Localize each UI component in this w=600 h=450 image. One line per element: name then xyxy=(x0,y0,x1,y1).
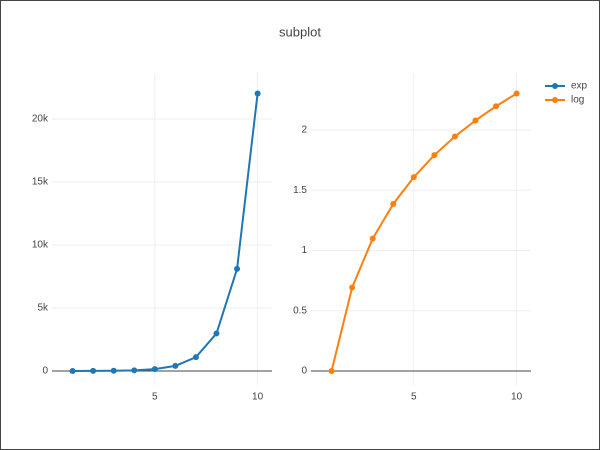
data-point xyxy=(110,367,117,374)
y-tick-label: 2 xyxy=(301,125,307,136)
data-point xyxy=(90,367,97,374)
y-tick-label: 0.5 xyxy=(293,305,307,316)
y-tick-label: 20k xyxy=(32,114,49,125)
data-point xyxy=(328,368,335,375)
data-point xyxy=(131,367,138,374)
x-tick-label: 5 xyxy=(152,392,158,403)
data-point xyxy=(213,330,220,337)
data-point xyxy=(410,174,417,181)
series-line xyxy=(72,93,259,372)
x-tick-label: 10 xyxy=(511,392,523,403)
legend-marker xyxy=(552,83,558,89)
data-point xyxy=(192,354,199,361)
data-point xyxy=(390,200,397,207)
data-point xyxy=(513,90,520,97)
data-point xyxy=(349,284,356,291)
chart-title: subplot xyxy=(279,24,321,39)
x-tick-label: 10 xyxy=(252,392,264,403)
data-point xyxy=(431,152,438,159)
legend-marker xyxy=(552,97,558,103)
y-tick-label: 5k xyxy=(37,303,49,314)
data-point xyxy=(451,133,458,140)
y-tick-label: 15k xyxy=(32,177,49,188)
legend-label: log xyxy=(571,95,584,106)
y-tick-label: 1.5 xyxy=(293,185,307,196)
data-point xyxy=(254,90,261,97)
data-point xyxy=(472,117,479,124)
data-point xyxy=(369,235,376,242)
data-point xyxy=(234,265,241,272)
y-tick-label: 0 xyxy=(301,366,307,377)
y-tick-label: 0 xyxy=(42,366,48,377)
data-point xyxy=(493,103,500,110)
y-tick-label: 1 xyxy=(301,245,307,256)
x-tick-label: 5 xyxy=(411,392,417,403)
legend-label: exp xyxy=(571,81,588,92)
data-point xyxy=(172,362,179,369)
data-point xyxy=(151,366,158,373)
y-tick-label: 10k xyxy=(32,240,49,251)
series-line xyxy=(330,92,518,372)
data-point xyxy=(69,367,76,374)
